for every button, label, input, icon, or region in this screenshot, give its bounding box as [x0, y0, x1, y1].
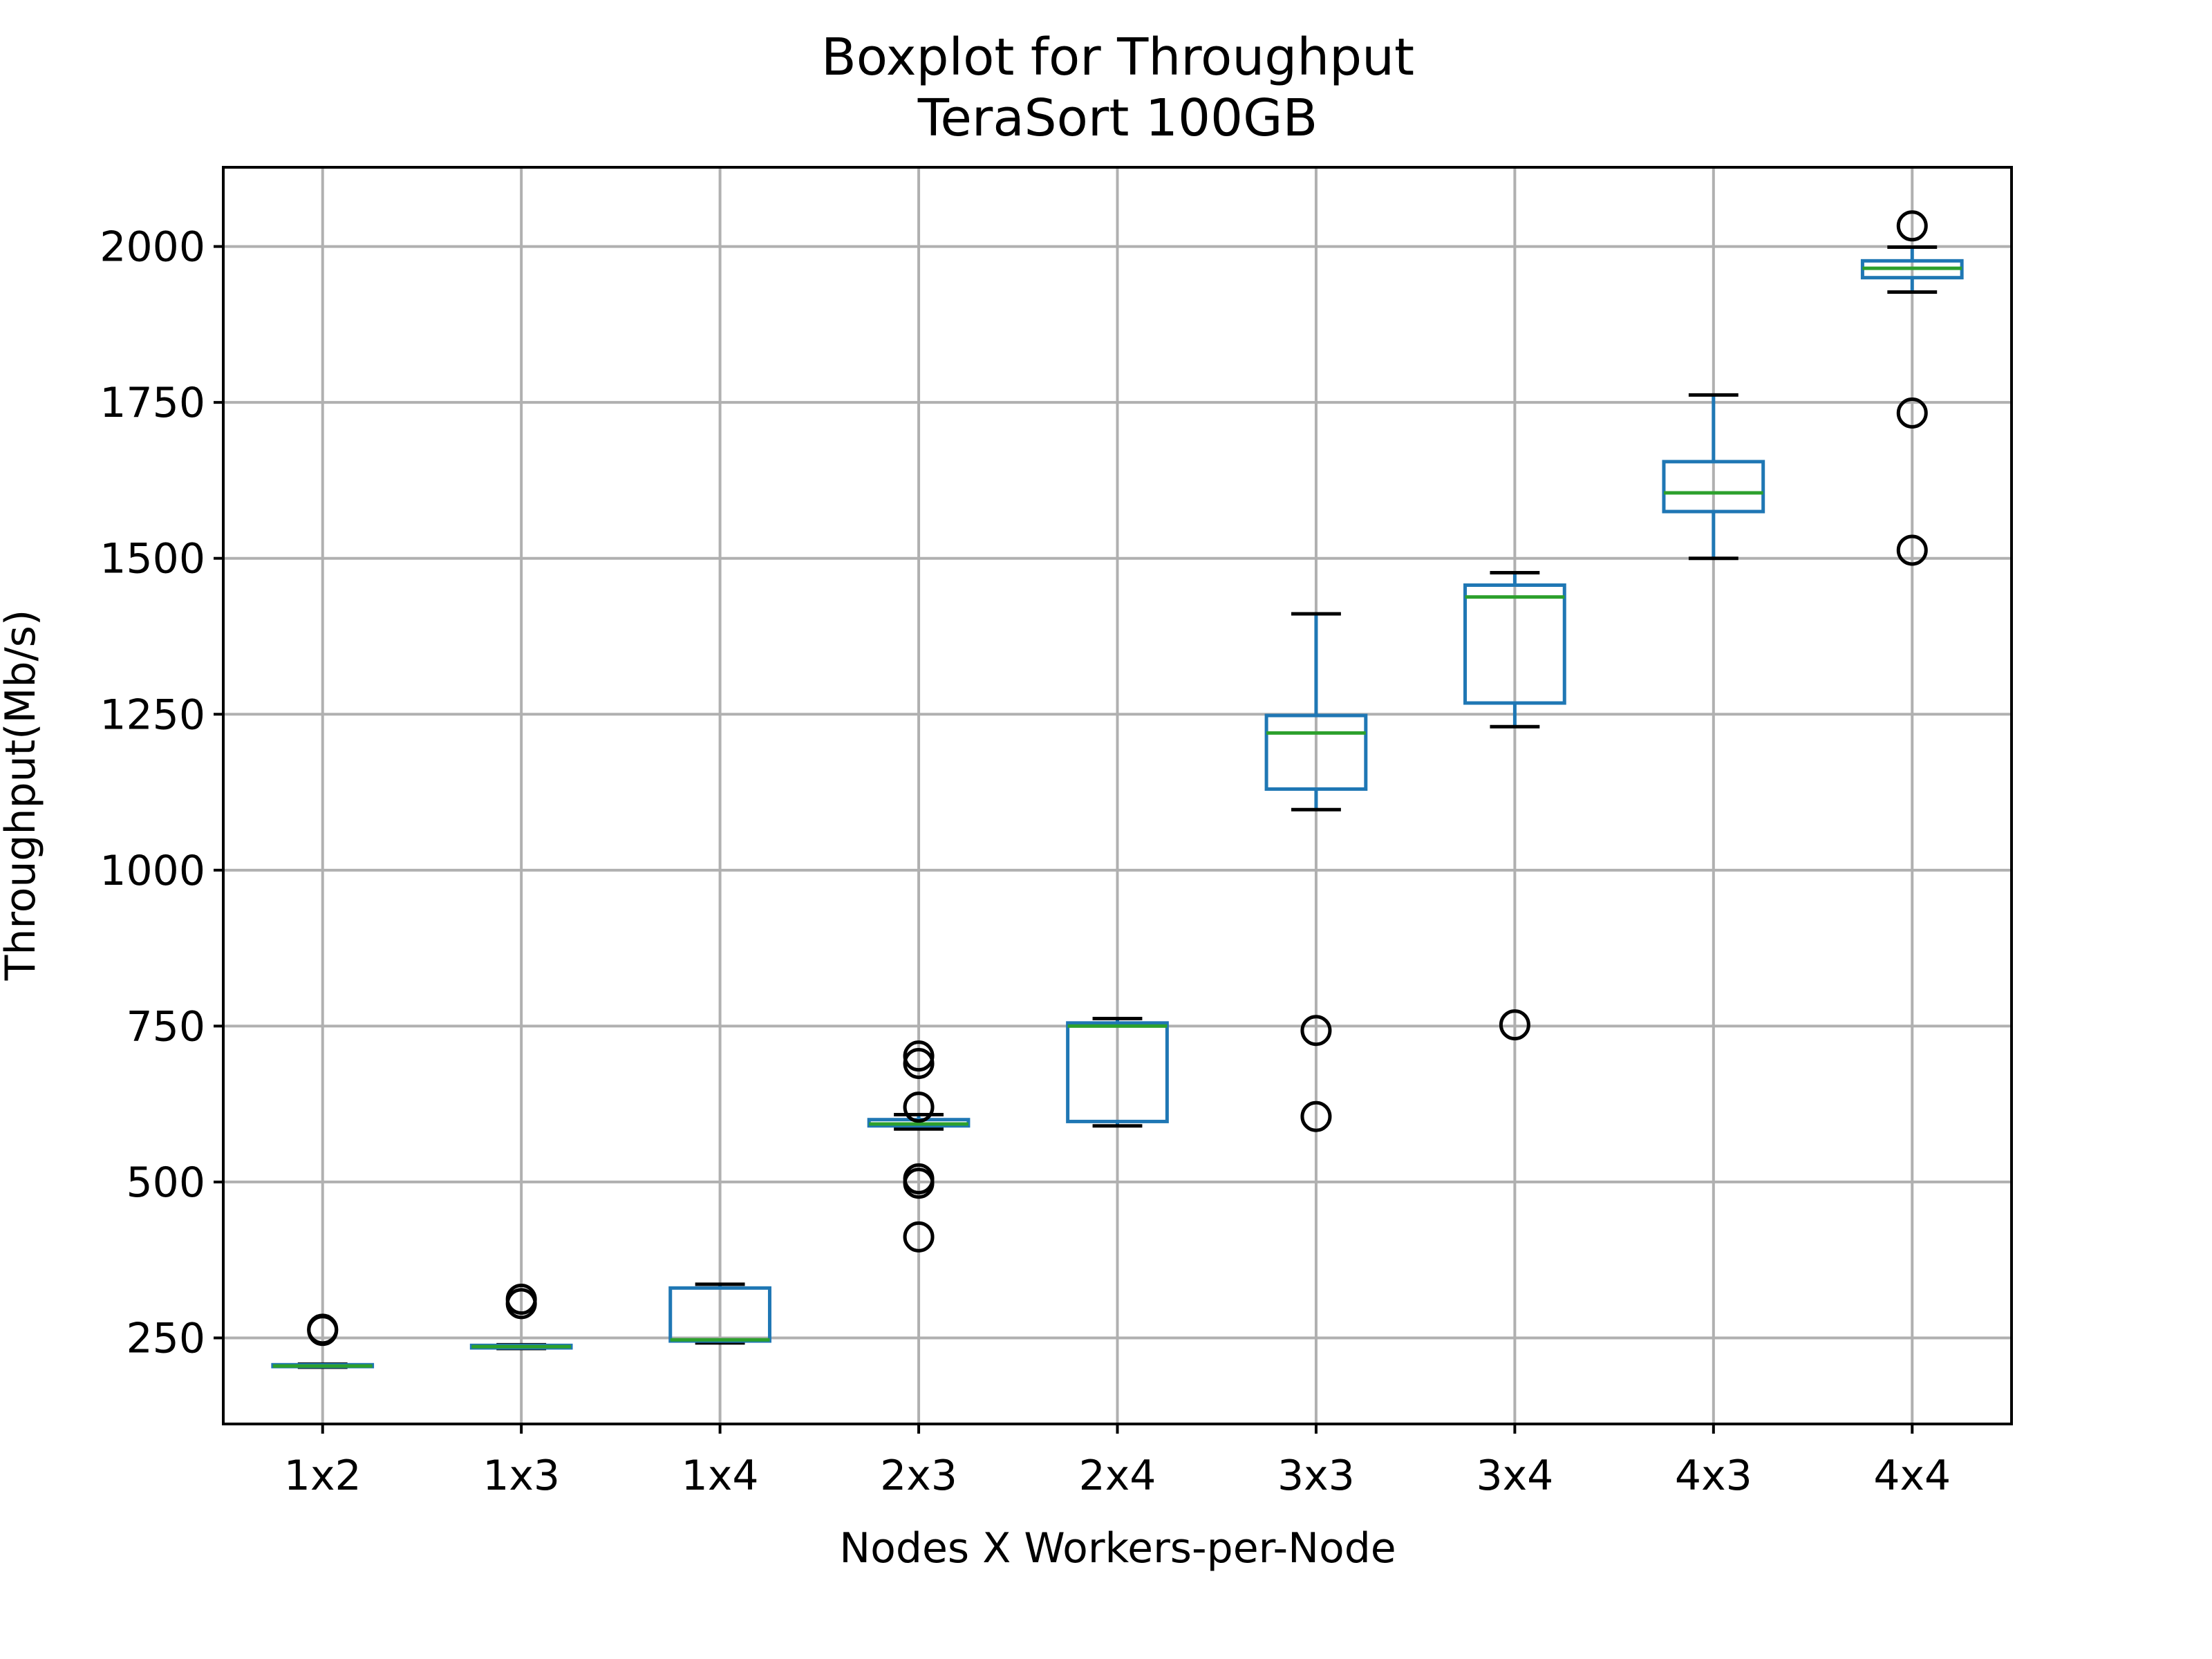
y-tick-label: 500	[126, 1159, 205, 1207]
x-axis-label: Nodes X Workers-per-Node	[839, 1524, 1396, 1573]
x-tick-label: 1x3	[482, 1452, 560, 1500]
x-tick-label: 2x4	[1079, 1452, 1156, 1500]
outlier-point	[1499, 1009, 1530, 1041]
box-2x3	[867, 1040, 971, 1253]
box-2x4	[1066, 1017, 1169, 1128]
x-tick-label: 2x3	[880, 1452, 957, 1500]
outlier-point	[505, 1284, 537, 1315]
y-tick-label: 1000	[100, 847, 205, 895]
y-axis-label: Throughput(Mb/s)	[0, 610, 45, 982]
x-tick-label: 1x4	[682, 1452, 759, 1500]
box-iqr	[1066, 1021, 1169, 1123]
outlier-point	[1896, 397, 1928, 429]
outlier-point	[903, 1163, 935, 1194]
y-tick-label: 2000	[100, 223, 205, 272]
chart-title: Boxplot for Throughput	[821, 28, 1414, 87]
outlier-point	[1300, 1100, 1332, 1132]
outlier-point	[903, 1048, 935, 1080]
box-1x4	[668, 1282, 771, 1345]
x-tick-label: 4x4	[1873, 1452, 1951, 1500]
box-3x3	[1264, 612, 1368, 1132]
chart-subtitle: TeraSort 100GB	[917, 88, 1318, 148]
box-4x4	[1860, 210, 1964, 566]
outlier-point	[1896, 210, 1928, 242]
y-axis: 250 500 750 1000 1250 1500 1750 2000	[100, 223, 223, 1362]
outlier-point	[1896, 534, 1928, 566]
y-tick-label: 1250	[100, 691, 205, 739]
x-tick-label: 4x3	[1675, 1452, 1752, 1500]
y-tick-label: 1500	[100, 535, 205, 583]
box-iqr	[1662, 460, 1765, 514]
outlier-point	[307, 1313, 339, 1345]
box-series	[271, 210, 1964, 1369]
box-iqr	[1463, 583, 1566, 705]
x-tick-label: 1x2	[284, 1452, 362, 1500]
outlier-point	[1300, 1015, 1332, 1047]
x-axis: 1x2 1x3 1x4 2x3 2x4 3x3 3x4 4x3 4x4	[284, 1424, 1951, 1500]
outlier-point	[903, 1221, 935, 1253]
outlier-point	[903, 1091, 935, 1123]
box-1x2	[271, 1313, 375, 1369]
y-tick-label: 250	[126, 1314, 205, 1362]
box-3x4	[1463, 570, 1566, 1041]
y-tick-label: 1750	[100, 379, 205, 427]
y-tick-label: 750	[126, 1002, 205, 1051]
box-1x3	[469, 1284, 573, 1351]
x-tick-label: 3x4	[1476, 1452, 1553, 1500]
box-4x3	[1662, 393, 1765, 561]
box-iqr	[1264, 713, 1368, 791]
x-tick-label: 3x3	[1277, 1452, 1355, 1500]
outlier-point	[903, 1040, 935, 1072]
